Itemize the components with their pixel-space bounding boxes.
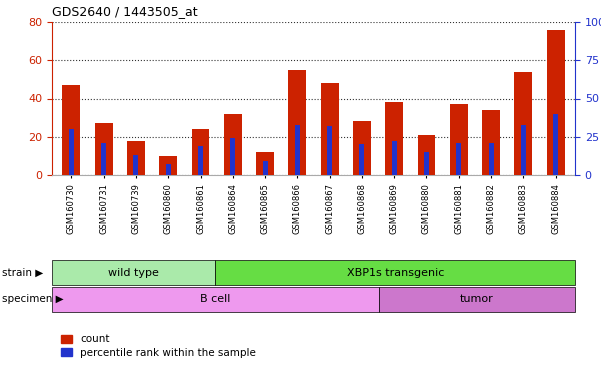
Bar <box>553 114 558 175</box>
Bar <box>514 72 532 175</box>
Text: specimen ▶: specimen ▶ <box>2 295 64 305</box>
Bar <box>385 102 403 175</box>
Text: B cell: B cell <box>200 295 231 305</box>
Bar <box>166 164 171 175</box>
Bar <box>52 287 379 312</box>
Text: strain ▶: strain ▶ <box>2 268 43 278</box>
Bar <box>489 143 493 175</box>
Bar <box>127 141 145 175</box>
Text: wild type: wild type <box>108 268 159 278</box>
Bar <box>359 144 364 175</box>
Legend: count, percentile rank within the sample: count, percentile rank within the sample <box>57 330 260 362</box>
Bar <box>263 161 267 175</box>
Bar <box>95 123 112 175</box>
Bar <box>288 70 307 175</box>
Text: tumor: tumor <box>460 295 494 305</box>
Bar <box>230 138 235 175</box>
Bar <box>418 135 435 175</box>
Bar <box>159 156 177 175</box>
Bar <box>198 146 203 175</box>
Bar <box>101 143 106 175</box>
Bar <box>63 85 81 175</box>
Bar <box>133 155 138 175</box>
Bar <box>547 30 564 175</box>
Bar <box>424 152 429 175</box>
Bar <box>256 152 274 175</box>
Bar <box>224 114 242 175</box>
Bar <box>295 124 300 175</box>
Bar <box>327 126 332 175</box>
Bar <box>353 121 371 175</box>
Bar <box>192 129 209 175</box>
Text: GDS2640 / 1443505_at: GDS2640 / 1443505_at <box>52 5 198 18</box>
Bar <box>521 124 526 175</box>
Bar <box>321 83 338 175</box>
Bar <box>450 104 468 175</box>
Bar <box>379 287 575 312</box>
Bar <box>215 260 575 285</box>
Bar <box>392 141 397 175</box>
Bar <box>69 129 74 175</box>
Text: XBP1s transgenic: XBP1s transgenic <box>347 268 444 278</box>
Bar <box>482 110 500 175</box>
Bar <box>456 143 461 175</box>
Bar <box>52 260 215 285</box>
